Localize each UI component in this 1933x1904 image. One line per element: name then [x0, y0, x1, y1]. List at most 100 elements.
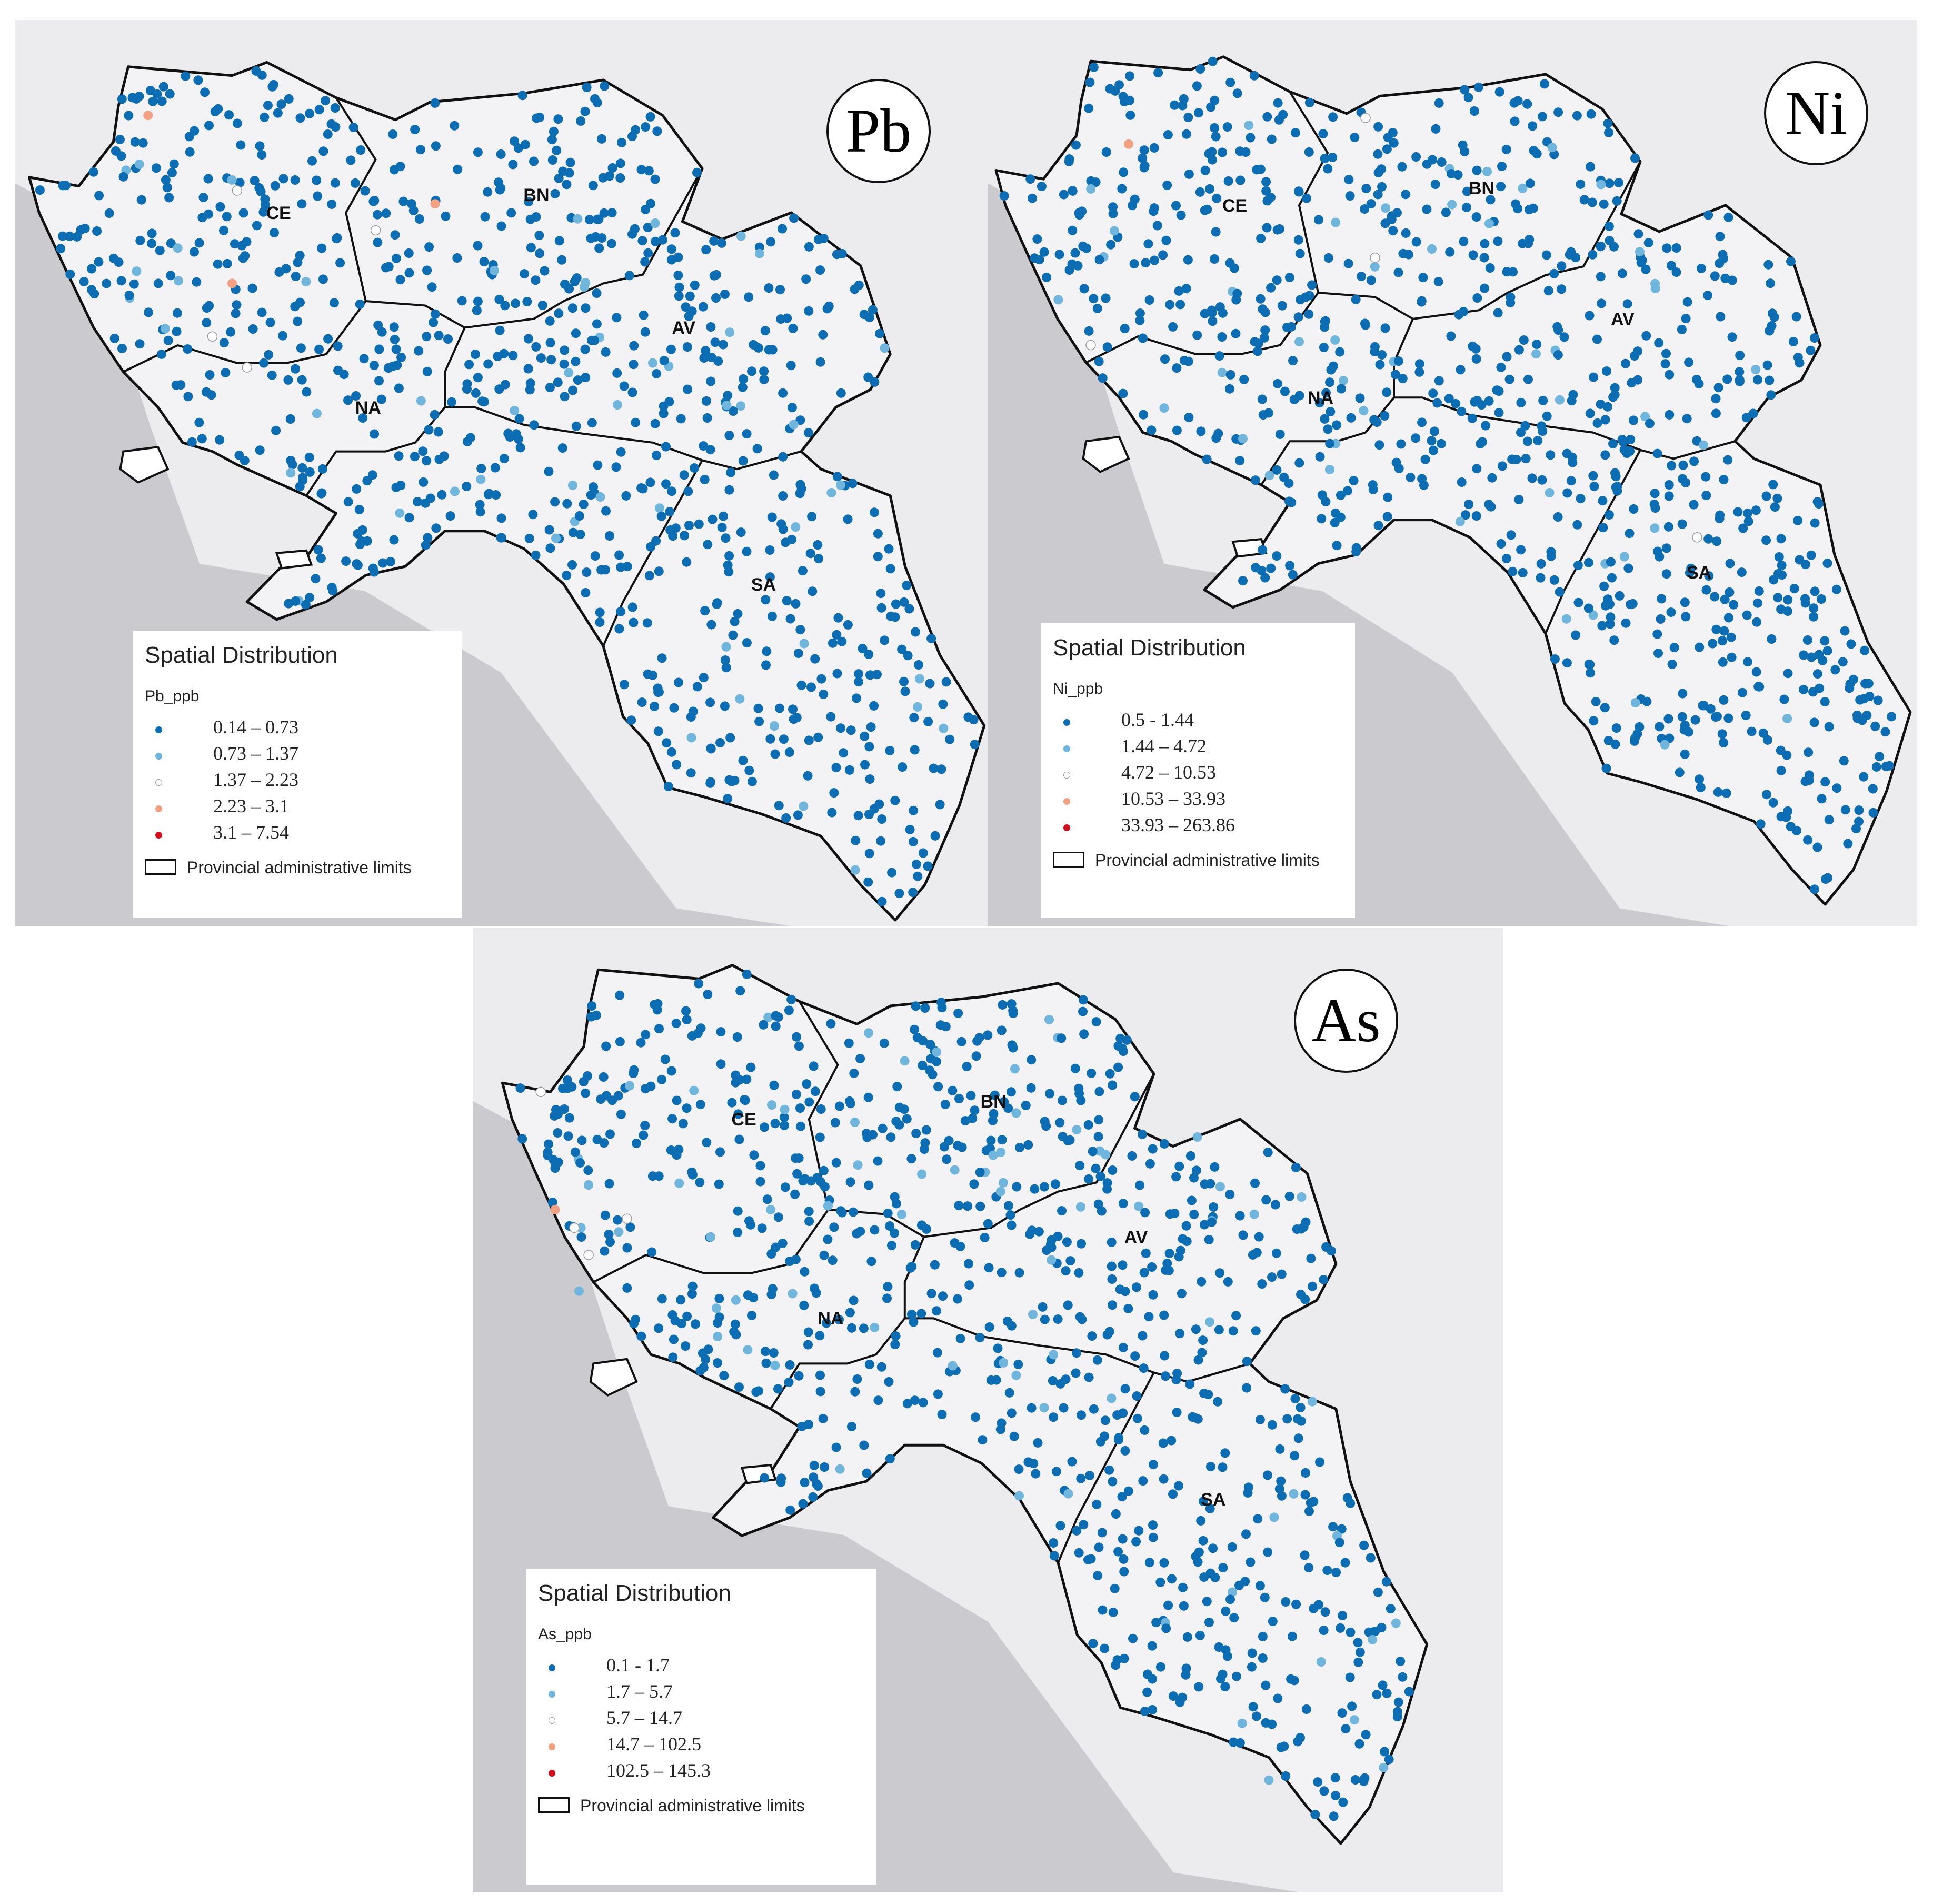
sample-point — [914, 674, 924, 684]
sample-point — [920, 1003, 930, 1013]
sample-point — [1273, 98, 1283, 108]
sample-point — [920, 1138, 930, 1148]
sample-point — [1621, 358, 1630, 368]
sample-point — [1068, 186, 1078, 196]
sample-point — [759, 1020, 769, 1030]
sample-point — [1161, 1371, 1171, 1381]
sample-point — [1680, 721, 1690, 730]
sample-point — [793, 810, 803, 820]
sample-point — [1268, 1617, 1278, 1627]
sample-point — [650, 174, 660, 184]
sample-point — [1411, 237, 1421, 247]
sample-point — [1171, 1172, 1181, 1182]
sample-point — [885, 1221, 895, 1231]
sample-point — [1172, 425, 1182, 435]
sample-point — [1086, 184, 1096, 194]
sample-point — [1208, 1543, 1218, 1553]
sample-point — [1014, 1464, 1024, 1474]
sample-point — [627, 387, 637, 397]
sample-point — [615, 173, 625, 183]
province-label-na: NA — [1308, 388, 1334, 408]
sample-point — [1666, 261, 1676, 271]
sample-point — [1571, 630, 1581, 640]
sample-point — [1238, 434, 1248, 444]
sample-point — [641, 122, 651, 132]
sample-point — [615, 1036, 625, 1046]
sample-point — [431, 141, 441, 151]
sample-point — [1460, 85, 1470, 95]
sample-point-class-4 — [227, 278, 237, 288]
sample-point — [1208, 56, 1218, 66]
sample-point — [1701, 472, 1711, 482]
sample-point — [1249, 1209, 1259, 1219]
sample-point — [666, 344, 676, 354]
legend-swatch-4 — [1063, 798, 1070, 805]
sample-point — [835, 480, 845, 490]
sample-point — [1476, 439, 1486, 449]
sample-point — [1507, 454, 1517, 464]
sample-point — [674, 677, 683, 687]
sample-point — [637, 236, 647, 246]
sample-point — [923, 716, 933, 726]
sample-point — [765, 734, 775, 744]
sample-point — [1294, 186, 1304, 196]
sample-point — [1723, 212, 1733, 222]
sample-point — [950, 1165, 960, 1175]
sample-point — [826, 712, 836, 722]
sample-point — [1696, 783, 1706, 793]
sample-point — [724, 485, 734, 495]
sample-point — [1398, 248, 1408, 258]
sample-point — [1434, 376, 1444, 386]
sample-point — [1680, 749, 1690, 759]
sample-point — [503, 428, 513, 438]
sample-point — [864, 849, 874, 859]
sample-point — [1840, 626, 1850, 636]
sample-point — [278, 331, 287, 341]
sample-point — [515, 1083, 525, 1093]
sample-point — [1247, 1662, 1257, 1672]
sample-point — [316, 553, 326, 563]
sample-point — [1235, 1211, 1245, 1221]
sample-point — [1353, 1638, 1363, 1648]
sample-point — [413, 497, 422, 506]
sample-point — [1319, 1275, 1329, 1284]
sample-point-class-2 — [1264, 1775, 1274, 1785]
sample-point — [902, 1114, 912, 1124]
sample-point — [629, 1319, 639, 1329]
sample-point — [1198, 1497, 1208, 1506]
sample-point — [1195, 64, 1205, 74]
sample-point — [1192, 81, 1202, 91]
sample-point — [1603, 118, 1613, 128]
sample-point — [1134, 1201, 1144, 1211]
sample-point — [1159, 1558, 1169, 1568]
sample-point — [1417, 297, 1427, 307]
sample-point — [475, 507, 485, 517]
sample-point — [232, 118, 242, 128]
sample-point — [427, 282, 437, 292]
sample-point — [820, 1462, 830, 1472]
sample-point — [681, 1006, 691, 1016]
sample-point — [1887, 712, 1897, 722]
sample-point — [524, 533, 534, 543]
sample-point — [260, 112, 270, 122]
sample-point — [836, 388, 846, 398]
sample-point — [1047, 1255, 1057, 1265]
sample-point — [1160, 354, 1170, 364]
sample-point — [733, 609, 743, 619]
sample-point — [574, 511, 584, 521]
sample-point — [376, 394, 386, 404]
sample-point — [605, 531, 614, 541]
sample-point — [687, 1170, 698, 1180]
sample-point — [793, 649, 803, 658]
sample-point — [1390, 370, 1400, 380]
sample-point — [1250, 475, 1260, 485]
sample-point — [701, 1354, 711, 1364]
sample-point — [1003, 1201, 1013, 1211]
sample-point — [285, 414, 295, 424]
sample-point — [1309, 1603, 1319, 1613]
sample-point — [1801, 560, 1810, 570]
sample-point — [742, 546, 752, 556]
sample-point — [1349, 476, 1359, 485]
sample-point — [807, 512, 817, 522]
sample-point — [1091, 1163, 1101, 1173]
